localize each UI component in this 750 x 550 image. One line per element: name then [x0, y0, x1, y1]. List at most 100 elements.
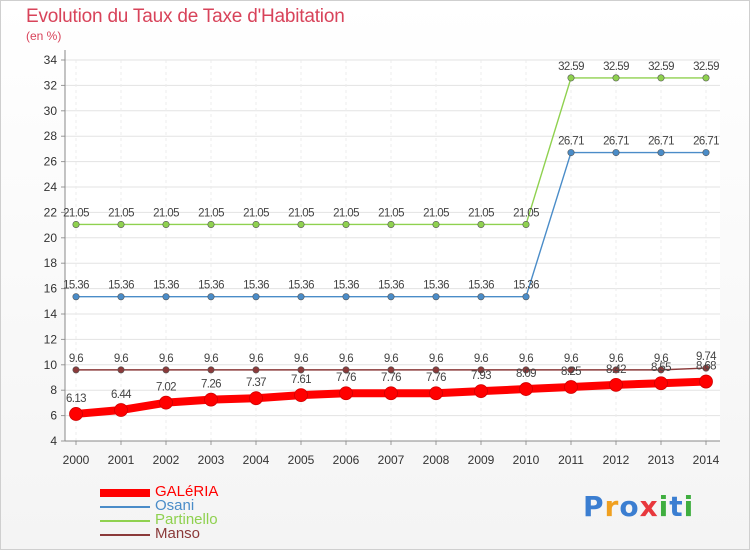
y-tick-label: 22 — [44, 205, 58, 219]
data-label: 21.05 — [513, 207, 539, 219]
data-label: 8.09 — [516, 368, 536, 380]
legend: GALéRIA Osani Partinello Manso — [100, 483, 219, 542]
data-point — [564, 380, 578, 394]
data-label: 21.05 — [468, 207, 494, 219]
data-label: 21.05 — [198, 207, 224, 219]
x-tick-label: 2002 — [153, 453, 180, 467]
data-label: 9.6 — [429, 353, 443, 365]
x-tick-label: 2000 — [63, 453, 90, 467]
proxiti-logo: Proxiti — [583, 490, 694, 523]
y-tick-label: 16 — [44, 282, 58, 296]
data-point — [432, 220, 440, 228]
x-tick-label: 2011 — [558, 453, 584, 467]
legend-swatch — [100, 520, 150, 522]
data-label: 9.6 — [339, 353, 353, 365]
data-label: 7.76 — [336, 372, 356, 384]
data-point — [207, 293, 215, 301]
data-label: 9.6 — [69, 353, 83, 365]
data-label: 21.05 — [333, 207, 359, 219]
data-point — [114, 403, 128, 417]
data-label: 7.76 — [381, 372, 401, 384]
data-label: 26.71 — [558, 136, 584, 148]
data-point — [387, 293, 395, 301]
data-label: 15.36 — [468, 280, 494, 292]
data-label: 6.44 — [111, 389, 132, 401]
data-label: 8.68 — [696, 361, 716, 373]
data-label: 9.6 — [384, 353, 398, 365]
data-label: 8.55 — [651, 362, 671, 374]
data-label: 15.36 — [243, 280, 269, 292]
data-point — [657, 366, 665, 374]
data-label: 21.05 — [63, 207, 89, 219]
data-point — [117, 293, 125, 301]
data-point — [474, 384, 488, 398]
data-point — [162, 293, 170, 301]
data-point — [207, 220, 215, 228]
data-label: 26.71 — [693, 136, 719, 148]
data-point — [162, 366, 170, 374]
x-tick-label: 2006 — [333, 453, 360, 467]
data-label: 32.59 — [603, 61, 629, 73]
data-point — [342, 220, 350, 228]
data-point — [297, 293, 305, 301]
data-label: 21.05 — [423, 207, 449, 219]
data-label: 15.36 — [153, 280, 179, 292]
data-point — [522, 220, 530, 228]
data-point — [159, 395, 173, 410]
chart-title: Evolution du Taux de Taxe d'Habitation — [26, 6, 345, 27]
logo-letter: o — [619, 490, 640, 523]
x-tick-label: 2014 — [693, 453, 720, 467]
logo-letter: i — [658, 490, 670, 523]
data-label: 15.36 — [63, 280, 89, 292]
data-point — [567, 74, 575, 82]
y-tick-label: 12 — [44, 332, 58, 346]
data-label: 15.36 — [198, 280, 224, 292]
data-point — [207, 366, 215, 374]
legend-label: GALéRIA — [155, 483, 219, 500]
data-label: 21.05 — [378, 207, 404, 219]
data-label: 8.42 — [606, 364, 626, 376]
data-point — [657, 149, 665, 157]
x-tick-label: 2001 — [108, 453, 135, 467]
legend-item-galéria: GALéRIA — [100, 483, 219, 500]
data-label: 9.6 — [249, 353, 263, 365]
logo-letter: r — [604, 490, 620, 523]
legend-swatch — [100, 489, 150, 497]
x-tick-label: 2004 — [243, 453, 270, 467]
data-point — [429, 386, 443, 401]
x-tick-label: 2005 — [288, 453, 315, 467]
y-tick-label: 14 — [44, 307, 58, 321]
legend-label: Manso — [155, 525, 201, 542]
legend-swatch — [100, 534, 150, 536]
data-point — [699, 374, 713, 389]
legend-label: Partinello — [155, 511, 218, 528]
data-label: 15.36 — [288, 280, 314, 292]
data-label: 26.71 — [648, 136, 674, 148]
data-label: 7.37 — [246, 377, 266, 389]
logo-letter: i — [683, 490, 695, 523]
data-label: 26.71 — [603, 136, 629, 148]
data-label: 21.05 — [243, 207, 269, 219]
x-tick-label: 2010 — [513, 453, 540, 467]
data-point — [342, 366, 350, 374]
data-label: 6.13 — [66, 393, 86, 405]
data-point — [612, 149, 620, 157]
x-tick-label: 2007 — [378, 453, 405, 467]
data-point — [252, 220, 260, 228]
y-tick-label: 32 — [44, 78, 58, 92]
data-label: 9.6 — [564, 353, 578, 365]
data-point — [702, 149, 710, 157]
x-tick-label: 2009 — [468, 453, 495, 467]
y-tick-label: 8 — [50, 383, 57, 397]
data-label: 15.36 — [378, 280, 404, 292]
y-tick-label: 10 — [44, 358, 58, 372]
legend-item-manso: Manso — [100, 525, 218, 542]
data-point — [477, 220, 485, 228]
logo-letter: P — [583, 490, 605, 523]
x-tick-label: 2013 — [648, 453, 675, 467]
y-tick-label: 34 — [44, 53, 58, 67]
data-point — [72, 293, 80, 301]
data-point — [387, 220, 395, 228]
data-point — [204, 392, 218, 407]
y-tick-label: 26 — [44, 155, 58, 169]
